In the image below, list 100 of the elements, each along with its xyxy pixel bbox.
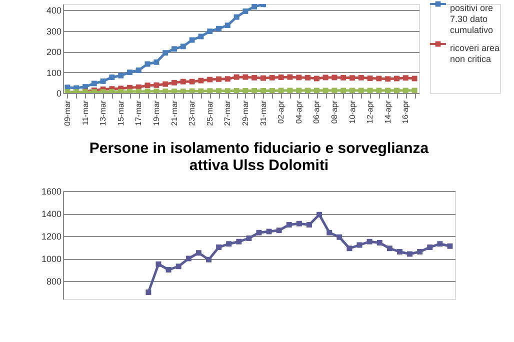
point (189, 78, 195, 84)
point (350, 88, 355, 93)
point (366, 238, 372, 244)
point (224, 22, 230, 28)
x-tick-label: 14-apr (383, 100, 392, 124)
point (332, 88, 338, 93)
point (109, 74, 115, 80)
point (314, 88, 320, 93)
point (417, 249, 423, 254)
y-tick-label: 300 (46, 26, 62, 36)
point (162, 88, 168, 93)
point (332, 74, 338, 80)
point (146, 290, 152, 295)
point (216, 76, 222, 82)
x-tick-label: 21-mar (170, 100, 179, 126)
point (196, 250, 202, 256)
chart-title: Persone in isolamento fiduciario e sorveglianza attiva Ulss Dolomiti (89, 140, 430, 174)
point (198, 88, 204, 93)
y-tick-label: 1600 (41, 186, 62, 196)
point (385, 76, 391, 82)
y-tick-label: 400 (46, 6, 62, 16)
point (172, 88, 177, 93)
x-tick-label: 10-apr (348, 100, 357, 124)
point (127, 88, 132, 93)
point (296, 88, 302, 93)
point (144, 82, 150, 88)
point (186, 256, 192, 262)
point (100, 78, 106, 84)
point (136, 88, 142, 93)
point (234, 74, 240, 80)
point (180, 78, 186, 84)
point (447, 243, 453, 249)
point (385, 88, 391, 93)
point (162, 81, 168, 87)
point (162, 50, 168, 56)
x-tick-label: 19-mar (152, 100, 161, 126)
point (296, 74, 302, 80)
point (356, 242, 362, 248)
point (278, 74, 284, 80)
point (156, 261, 162, 267)
point (144, 88, 150, 93)
point (207, 76, 213, 82)
point (216, 244, 222, 250)
point (322, 88, 328, 93)
point (287, 74, 293, 80)
point (269, 74, 275, 80)
y-tick-label: 1200 (41, 232, 62, 242)
point (252, 74, 258, 80)
point (394, 76, 400, 82)
point (234, 88, 240, 93)
point (269, 88, 275, 93)
point (118, 72, 124, 78)
point (314, 76, 320, 82)
point (180, 44, 186, 50)
point (256, 230, 262, 236)
point (412, 76, 418, 82)
point (242, 74, 248, 80)
x-tick-label: 08-apr (330, 100, 339, 124)
point (396, 249, 402, 254)
point (296, 220, 302, 226)
point (266, 228, 272, 234)
y-tick-label: 0 (56, 88, 62, 98)
point (246, 236, 252, 241)
point (286, 222, 292, 228)
x-tick-label: 31-mar (258, 100, 268, 126)
x-tick-label: 29-mar (240, 100, 250, 126)
y-tick-label: 100 (46, 68, 62, 78)
point (136, 67, 142, 73)
point (260, 75, 266, 81)
point (144, 61, 150, 67)
point (316, 212, 322, 218)
x-tick-label: 02-apr (276, 100, 286, 124)
y-tick-label: 800 (46, 276, 62, 286)
point (154, 59, 160, 65)
point (224, 88, 230, 93)
x-tick-label: 23-mar (188, 100, 197, 126)
point (305, 88, 310, 93)
point (306, 222, 312, 228)
point (386, 246, 392, 252)
point (376, 76, 382, 82)
point (166, 267, 172, 272)
point (189, 37, 195, 43)
point (260, 88, 266, 93)
point (242, 88, 248, 93)
point (340, 74, 346, 80)
point (226, 241, 232, 247)
point (412, 88, 418, 93)
point (154, 82, 160, 88)
point (402, 88, 408, 93)
x-tick-label: 27-mar (223, 100, 232, 126)
point (216, 26, 222, 32)
point (172, 46, 177, 52)
point (322, 74, 328, 80)
y-tick-label: 200 (46, 47, 62, 58)
point (127, 70, 132, 76)
y-tick-label: 1000 (41, 254, 62, 264)
point (367, 88, 373, 93)
point (358, 88, 364, 93)
point (252, 88, 258, 93)
x-tick-label: 16-apr (401, 100, 410, 124)
